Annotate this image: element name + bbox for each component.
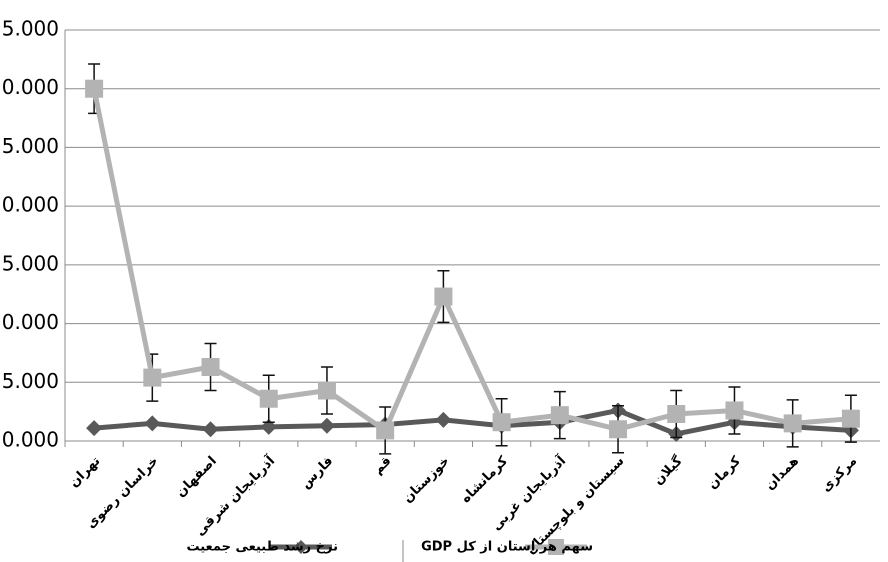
data-point [376,421,395,440]
data-point [550,406,569,425]
data-point [725,401,744,420]
data-point [783,414,802,433]
data-point [143,368,162,387]
y-tick-label: 5.000 [2,134,59,158]
series-line [91,88,852,435]
y-tick-label: 5.000 [2,251,59,275]
data-point [259,389,278,408]
data-point [86,420,103,437]
data-point [435,411,452,428]
legend-marker [548,539,564,555]
data-point [492,413,511,432]
data-point [609,420,628,439]
y-tick-label: 0.000 [2,428,59,452]
legend-marker [294,540,308,554]
y-tick-label: 5.000 [2,17,59,41]
y-tick-label: 0.000 [2,193,59,217]
y-tick-label: 5.000 [2,369,59,393]
series-line [93,407,852,437]
legend-label: نرخ رشد طبیعی جمعیت [186,540,338,555]
y-tick-label: 0.000 [2,310,59,334]
data-point [667,404,686,423]
data-point [318,417,335,434]
data-point [841,409,860,428]
data-point [434,287,453,306]
legend-label: سهم هر استان از کل GDP [421,540,593,555]
y-tick-label: 0.000 [2,75,59,99]
data-point [144,415,161,432]
data-point [317,381,336,400]
data-point [201,358,220,377]
data-point [202,421,219,438]
data-point [85,79,104,98]
